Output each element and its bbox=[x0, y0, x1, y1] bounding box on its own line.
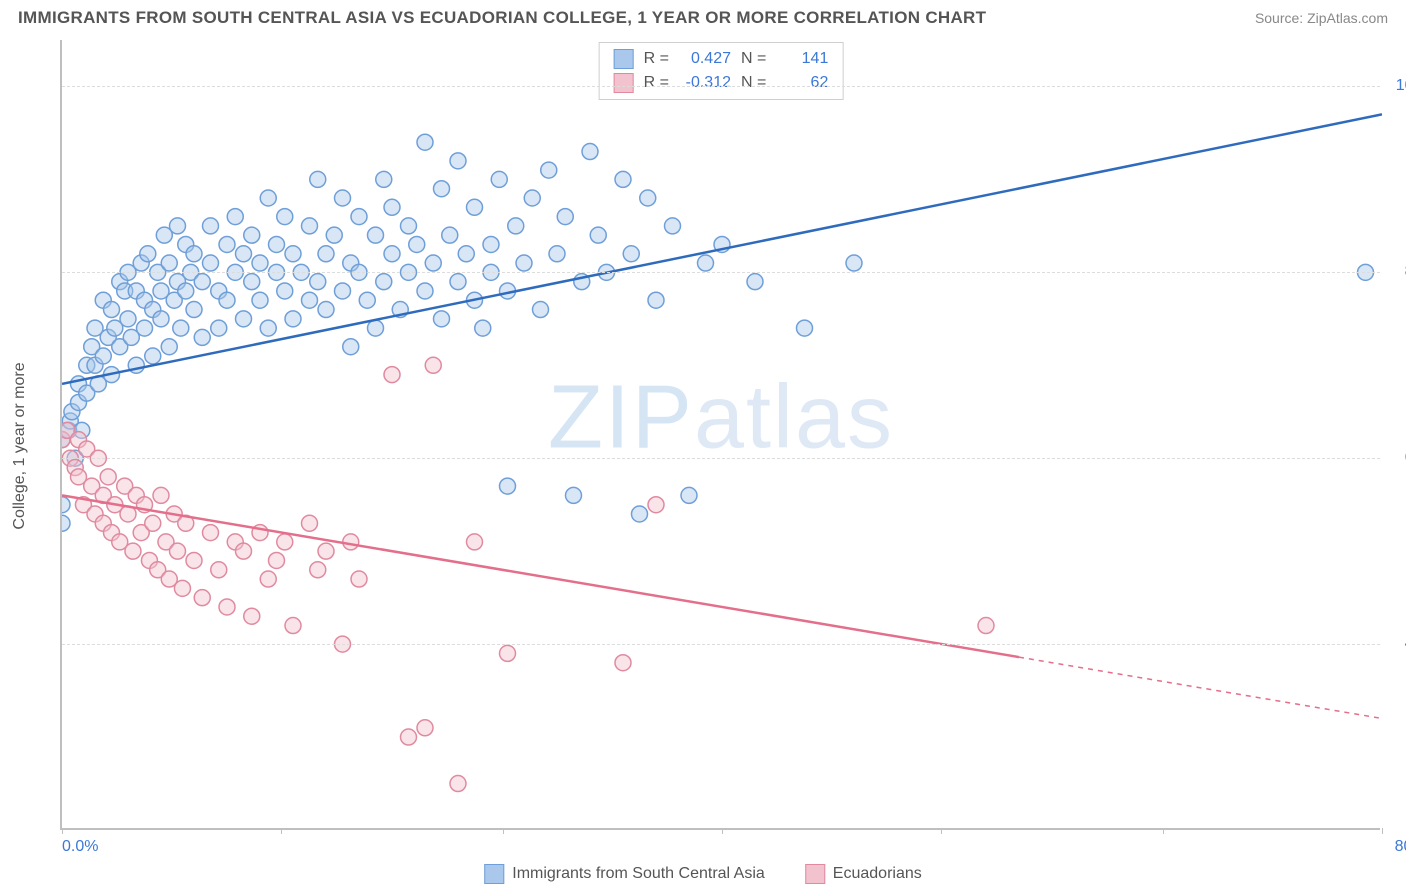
x-tick bbox=[1382, 828, 1383, 834]
swatch-series1-bottom bbox=[484, 864, 504, 884]
x-axis-max-label: 80.0% bbox=[1395, 838, 1406, 856]
legend-label-1: Immigrants from South Central Asia bbox=[512, 865, 765, 883]
y-tick-label: 80.0% bbox=[1390, 263, 1406, 281]
y-tick-label: 60.0% bbox=[1390, 449, 1406, 467]
gridline bbox=[62, 86, 1380, 87]
x-tick bbox=[62, 828, 63, 834]
legend-row-series1: R = 0.427 N = 141 bbox=[614, 47, 829, 71]
legend-item-2: Ecuadorians bbox=[805, 864, 922, 884]
source-attribution: Source: ZipAtlas.com bbox=[1255, 10, 1388, 26]
swatch-series2 bbox=[614, 73, 634, 93]
legend-item-1: Immigrants from South Central Asia bbox=[484, 864, 765, 884]
x-tick bbox=[941, 828, 942, 834]
n-label: N = bbox=[741, 50, 766, 68]
gridline bbox=[62, 458, 1380, 459]
n-label: N = bbox=[741, 74, 766, 92]
r-label: R = bbox=[644, 50, 669, 68]
x-tick bbox=[281, 828, 282, 834]
n-value-1: 141 bbox=[776, 50, 828, 68]
gridline bbox=[62, 644, 1380, 645]
y-axis-label: College, 1 year or more bbox=[11, 362, 29, 529]
r-value-1: 0.427 bbox=[679, 50, 731, 68]
x-tick bbox=[722, 828, 723, 834]
chart-title: IMMIGRANTS FROM SOUTH CENTRAL ASIA VS EC… bbox=[18, 8, 986, 28]
scatter-svg bbox=[62, 40, 1382, 830]
series-legend: Immigrants from South Central Asia Ecuad… bbox=[484, 864, 922, 884]
x-axis-min-label: 0.0% bbox=[62, 838, 98, 856]
chart-plot-area: ZIPatlas R = 0.427 N = 141 R = -0.312 N … bbox=[60, 40, 1380, 830]
correlation-legend: R = 0.427 N = 141 R = -0.312 N = 62 bbox=[599, 42, 844, 100]
x-tick bbox=[1163, 828, 1164, 834]
n-value-2: 62 bbox=[776, 74, 828, 92]
swatch-series1 bbox=[614, 49, 634, 69]
y-tick-label: 40.0% bbox=[1390, 635, 1406, 653]
gridline bbox=[62, 272, 1380, 273]
r-value-2: -0.312 bbox=[679, 74, 731, 92]
x-tick bbox=[503, 828, 504, 834]
r-label: R = bbox=[644, 74, 669, 92]
legend-label-2: Ecuadorians bbox=[833, 865, 922, 883]
swatch-series2-bottom bbox=[805, 864, 825, 884]
legend-row-series2: R = -0.312 N = 62 bbox=[614, 71, 829, 95]
y-tick-label: 100.0% bbox=[1390, 77, 1406, 95]
